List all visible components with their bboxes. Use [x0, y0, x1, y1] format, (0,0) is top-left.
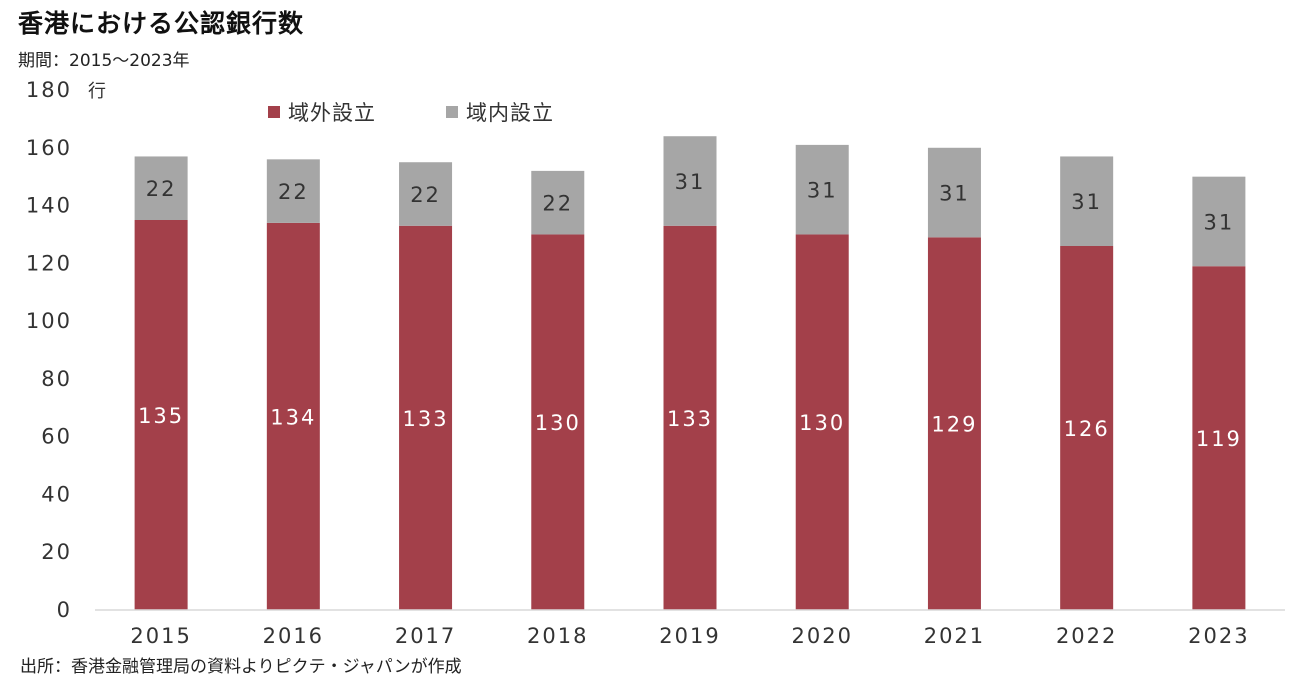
data-label: 134 — [270, 405, 316, 429]
data-label: 31 — [807, 179, 838, 203]
legend-swatch — [268, 106, 280, 118]
legend-label: 域外設立 — [288, 101, 376, 125]
bar-segment-domestic — [795, 144, 849, 235]
data-label: 126 — [1064, 417, 1110, 441]
chart-title: 香港における公認銀行数 — [18, 9, 305, 38]
x-tick-label: 2021 — [924, 624, 985, 648]
bar-segment-offshore — [266, 222, 320, 610]
data-label: 31 — [675, 170, 706, 194]
y-tick-label: 180 — [26, 78, 72, 102]
y-tick-label: 120 — [26, 251, 72, 275]
bar-segment-offshore — [399, 225, 453, 610]
y-tick-label: 100 — [26, 309, 72, 333]
legend: 域外設立 域内設立 — [268, 101, 554, 125]
y-axis: 0 20 40 60 80 100 120 140 160 180 行 — [26, 78, 106, 622]
legend-label: 域内設立 — [466, 101, 554, 125]
bar-segment-offshore — [531, 234, 585, 610]
x-tick-label: 2019 — [659, 624, 720, 648]
bar-segment-offshore — [1192, 266, 1246, 610]
bar-segment-domestic — [663, 136, 717, 226]
x-axis: 2015 2016 2017 2018 2019 2020 2021 2022 2023 — [95, 609, 1285, 648]
legend-swatch — [446, 106, 458, 118]
bar-segment-offshore — [1060, 246, 1114, 610]
data-label: 135 — [138, 404, 184, 428]
data-label: 31 — [939, 182, 970, 206]
data-label: 22 — [146, 177, 177, 201]
y-tick-label: 40 — [41, 482, 72, 506]
data-label: 22 — [542, 192, 573, 216]
bar-segment-domestic — [134, 156, 188, 220]
x-tick-label: 2023 — [1188, 624, 1249, 648]
data-label: 119 — [1196, 427, 1242, 451]
chart-subtitle: 期間：2015～2023年 — [18, 51, 190, 71]
x-tick-label: 2022 — [1056, 624, 1117, 648]
y-tick-label: 140 — [26, 194, 72, 218]
y-tick-label: 20 — [41, 540, 72, 564]
data-label: 31 — [1071, 190, 1102, 214]
data-label: 133 — [403, 407, 449, 431]
bar-segment-domestic — [531, 170, 585, 235]
bar-segment-domestic — [927, 147, 981, 238]
source-note: 出所：香港金融管理局の資料よりピクテ・ジャパンが作成 — [20, 657, 462, 677]
data-label: 133 — [667, 407, 713, 431]
bar-segment-domestic — [399, 162, 453, 226]
data-label: 22 — [410, 183, 441, 207]
x-tick-label: 2017 — [395, 624, 456, 648]
y-tick-label: 160 — [26, 136, 72, 160]
x-tick-label: 2015 — [130, 624, 191, 648]
bar-segment-domestic — [266, 159, 320, 223]
y-unit-label: 行 — [88, 81, 106, 102]
bar-segment-offshore — [663, 225, 717, 610]
data-label: 22 — [278, 180, 309, 204]
x-tick-label: 2016 — [263, 624, 324, 648]
y-tick-label: 0 — [57, 598, 72, 622]
data-label: 31 — [1204, 210, 1235, 234]
data-label: 129 — [931, 413, 977, 437]
bar-segment-domestic — [1060, 156, 1114, 246]
bars: 135 22 134 22 133 22 130 22 133 31 130 31 129 31 126 31… — [134, 136, 1246, 611]
data-label: 130 — [535, 411, 581, 435]
bar-segment-domestic — [1192, 176, 1246, 267]
x-tick-label: 2020 — [791, 624, 852, 648]
y-tick-label: 60 — [41, 425, 72, 449]
bar-segment-offshore — [795, 234, 849, 610]
x-tick-label: 2018 — [527, 624, 588, 648]
y-tick-label: 80 — [41, 367, 72, 391]
data-label: 130 — [799, 411, 845, 435]
bar-segment-offshore — [927, 237, 981, 611]
bar-segment-offshore — [134, 220, 188, 610]
